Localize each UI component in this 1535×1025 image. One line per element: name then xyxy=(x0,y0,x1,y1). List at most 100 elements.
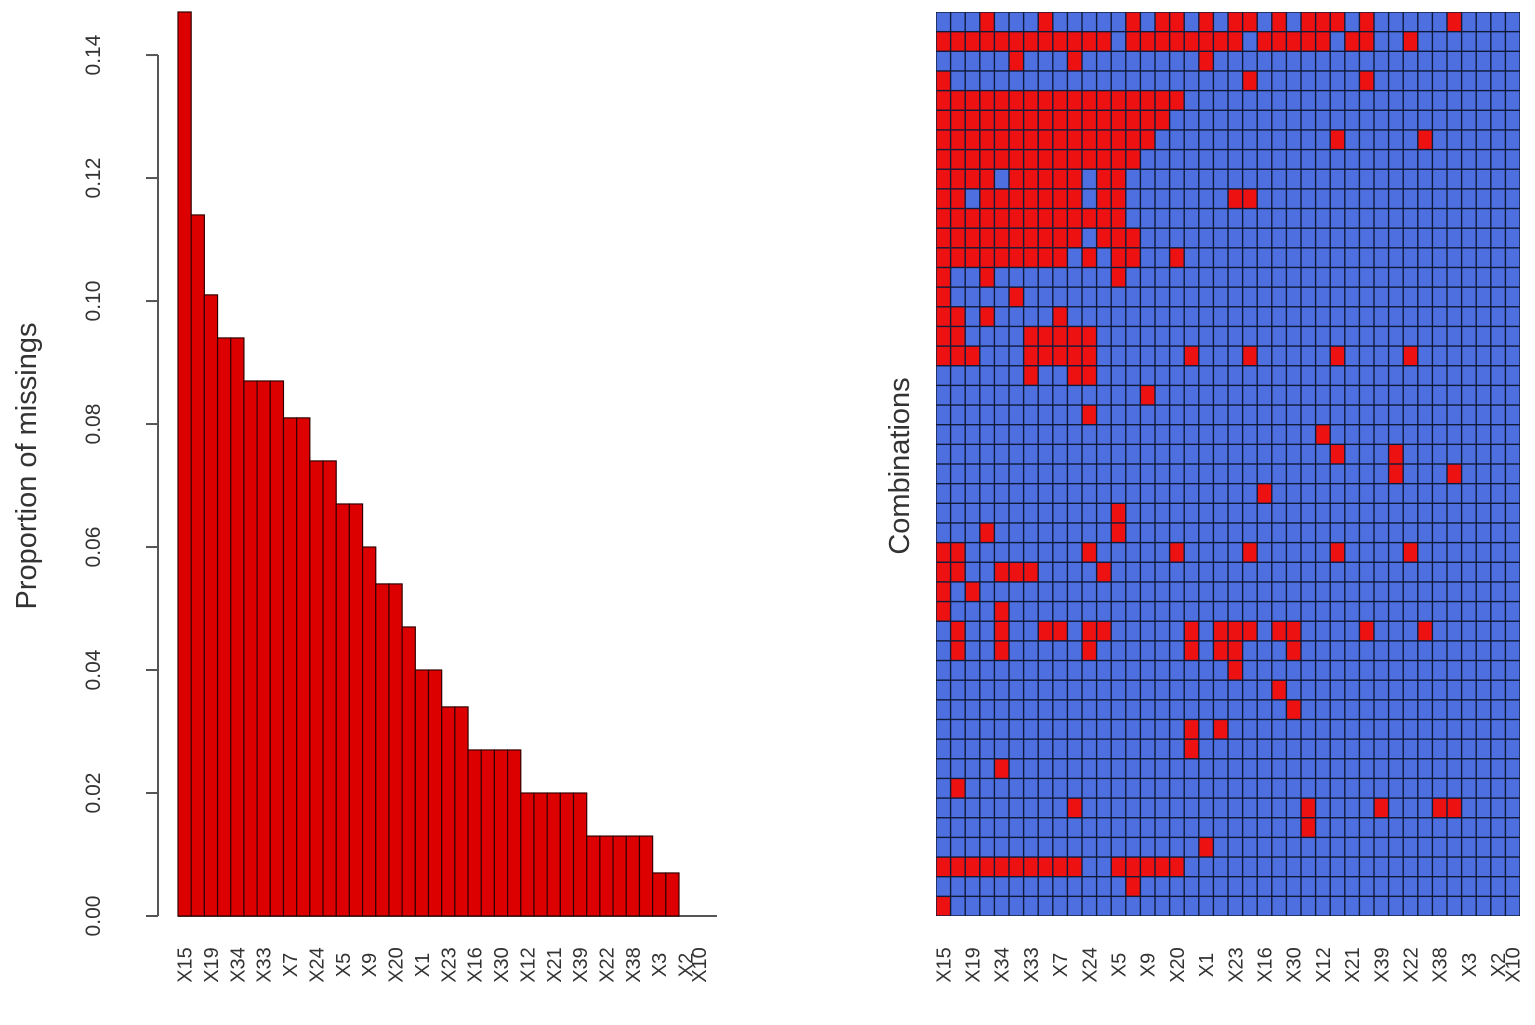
observed-cell xyxy=(1126,779,1140,798)
observed-cell xyxy=(1272,445,1286,464)
observed-cell xyxy=(1418,346,1432,366)
observed-cell xyxy=(1199,661,1213,680)
observed-cell xyxy=(1243,523,1257,542)
observed-cell xyxy=(1038,71,1053,90)
observed-cell xyxy=(951,405,965,424)
observed-cell xyxy=(1111,582,1126,601)
observed-cell xyxy=(1228,484,1242,503)
observed-cell xyxy=(1360,150,1374,169)
observed-cell xyxy=(1389,562,1403,582)
observed-cell xyxy=(1447,405,1461,424)
observed-cell xyxy=(1272,366,1286,385)
observed-cell xyxy=(1374,445,1388,464)
observed-cell xyxy=(1360,857,1374,876)
observed-cell xyxy=(1433,130,1447,149)
observed-cell xyxy=(1024,484,1038,503)
missing-cell xyxy=(1068,327,1082,346)
missing-cell xyxy=(1301,818,1315,837)
observed-cell xyxy=(1301,838,1315,857)
observed-cell xyxy=(1447,287,1461,307)
observed-cell xyxy=(1491,445,1505,464)
observed-cell xyxy=(1082,582,1096,601)
observed-cell xyxy=(1374,71,1388,90)
observed-cell xyxy=(1374,877,1388,896)
observed-cell xyxy=(995,169,1009,189)
observed-cell xyxy=(1345,248,1359,267)
observed-cell xyxy=(1257,189,1272,208)
observed-cell xyxy=(995,779,1009,798)
observed-cell xyxy=(1126,798,1140,818)
observed-cell xyxy=(1038,720,1053,739)
observed-cell xyxy=(1506,307,1520,326)
observed-cell xyxy=(1330,484,1345,503)
observed-cell xyxy=(1082,445,1096,464)
missing-cell xyxy=(1097,91,1111,110)
bar xyxy=(559,792,575,917)
missing-cell xyxy=(1068,52,1082,71)
observed-cell xyxy=(1170,425,1184,444)
observed-cell xyxy=(1082,779,1096,798)
observed-cell xyxy=(1447,327,1461,346)
observed-cell xyxy=(1155,248,1169,267)
observed-cell xyxy=(1243,268,1257,287)
observed-cell xyxy=(1418,680,1432,700)
observed-cell xyxy=(1506,720,1520,739)
observed-cell xyxy=(965,464,980,483)
missing-cell xyxy=(1009,32,1023,51)
missing-cell xyxy=(1111,248,1126,267)
missing-cell xyxy=(1199,12,1213,31)
observed-cell xyxy=(1272,700,1286,719)
observed-cell xyxy=(1170,838,1184,857)
observed-cell xyxy=(1403,386,1418,405)
x-tick-label: X7 xyxy=(1050,953,1072,977)
missing-cell xyxy=(1214,641,1228,660)
observed-cell xyxy=(1111,838,1126,857)
observed-cell xyxy=(995,700,1009,719)
observed-cell xyxy=(1068,504,1082,523)
bar xyxy=(638,835,654,917)
observed-cell xyxy=(1228,504,1242,523)
missing-cell xyxy=(1038,228,1053,248)
observed-cell xyxy=(1476,150,1491,169)
observed-cell xyxy=(1009,798,1023,818)
x-tick-label: X30 xyxy=(491,947,513,983)
observed-cell xyxy=(1082,759,1096,778)
observed-cell xyxy=(1009,641,1023,660)
observed-cell xyxy=(951,504,965,523)
observed-cell xyxy=(1170,877,1184,896)
observed-cell xyxy=(1068,582,1082,601)
observed-cell xyxy=(1330,366,1345,385)
observed-cell xyxy=(1141,327,1155,346)
observed-cell xyxy=(936,720,950,739)
missing-cell xyxy=(965,32,980,51)
observed-cell xyxy=(1506,91,1520,110)
missing-cell xyxy=(980,130,994,149)
observed-cell xyxy=(1403,130,1418,149)
observed-cell xyxy=(1433,779,1447,798)
observed-cell xyxy=(995,523,1009,542)
observed-cell xyxy=(1111,779,1126,798)
observed-cell xyxy=(1462,150,1476,169)
missing-cell xyxy=(936,71,950,90)
x-tick-label: X22 xyxy=(1401,947,1423,983)
observed-cell xyxy=(1301,504,1315,523)
observed-cell xyxy=(1476,228,1491,248)
observed-cell xyxy=(1141,12,1155,31)
observed-cell xyxy=(1447,838,1461,857)
observed-cell xyxy=(1272,189,1286,208)
observed-cell xyxy=(1068,602,1082,621)
observed-cell xyxy=(1272,897,1286,916)
observed-cell xyxy=(1316,248,1330,267)
observed-cell xyxy=(1389,798,1403,818)
missing-cell xyxy=(951,169,965,189)
missing-cell xyxy=(1433,798,1447,818)
observed-cell xyxy=(1111,425,1126,444)
observed-cell xyxy=(936,739,950,759)
observed-cell xyxy=(1418,464,1432,483)
observed-cell xyxy=(1403,405,1418,424)
observed-cell xyxy=(1403,602,1418,621)
observed-cell xyxy=(1170,464,1184,483)
missing-cell xyxy=(995,562,1009,582)
observed-cell xyxy=(1126,700,1140,719)
y-tick-label: 0.06 xyxy=(82,527,105,568)
